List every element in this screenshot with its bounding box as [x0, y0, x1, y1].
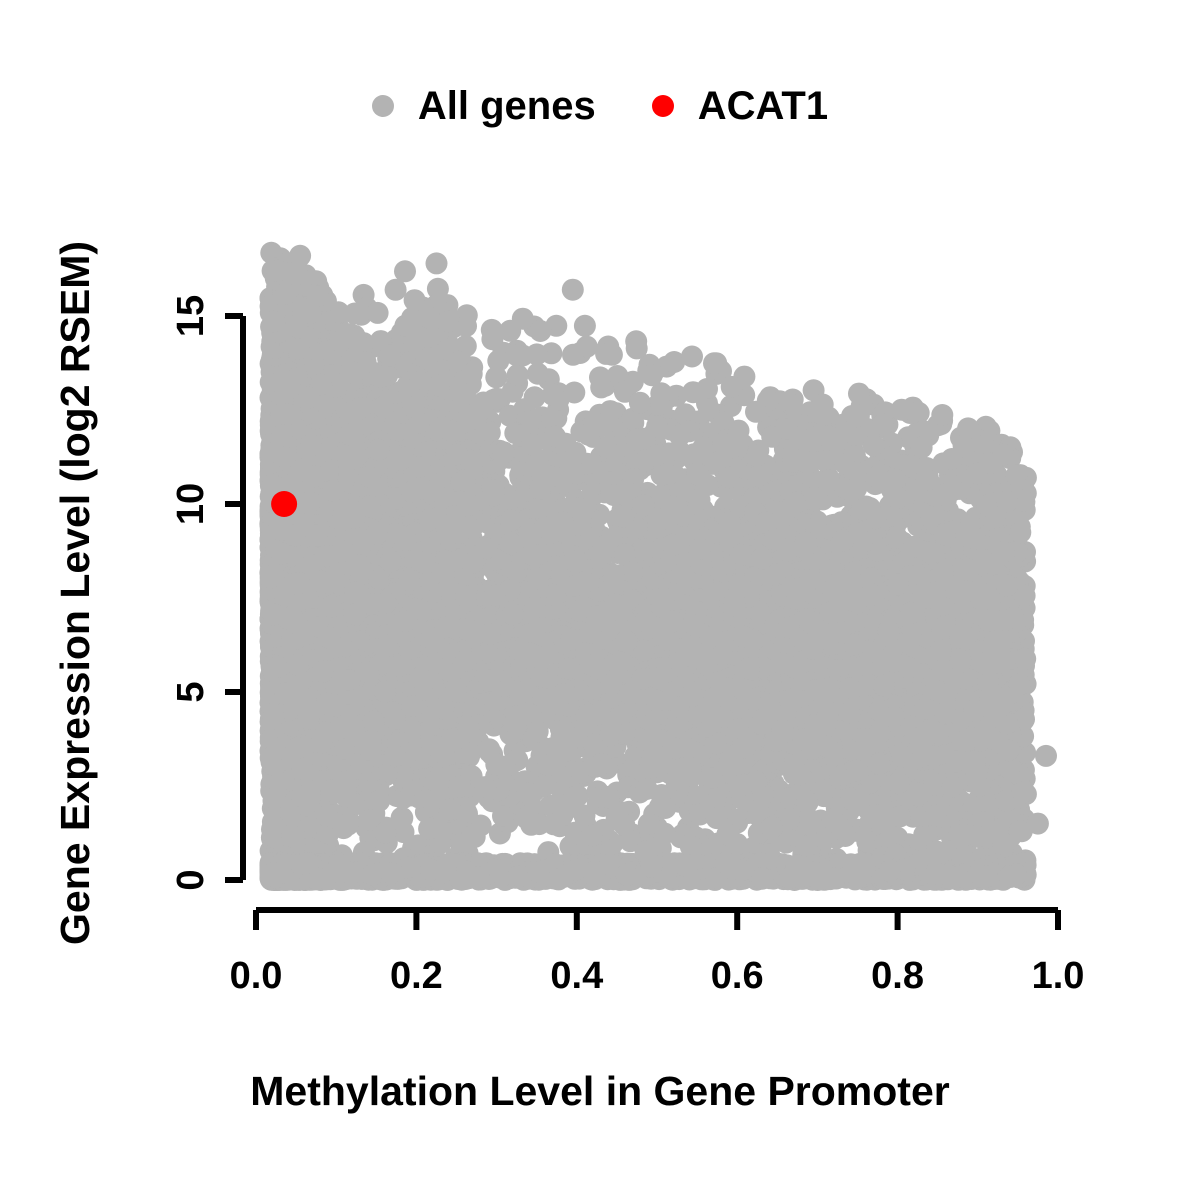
- legend-label-all-genes: All genes: [417, 84, 596, 128]
- legend-label-acat1: ACAT1: [697, 84, 829, 128]
- legend-entry-acat1: ACAT1: [651, 84, 829, 128]
- data-points-layer: [259, 241, 1057, 891]
- legend-entry-all-genes: All genes: [371, 84, 596, 128]
- chart-legend: All genes ACAT1: [0, 78, 1200, 134]
- data-point: [426, 277, 449, 300]
- legend-swatch-acat1-icon: [651, 95, 674, 117]
- legend-swatch-all-genes-icon: [371, 95, 394, 117]
- data-point: [394, 260, 416, 283]
